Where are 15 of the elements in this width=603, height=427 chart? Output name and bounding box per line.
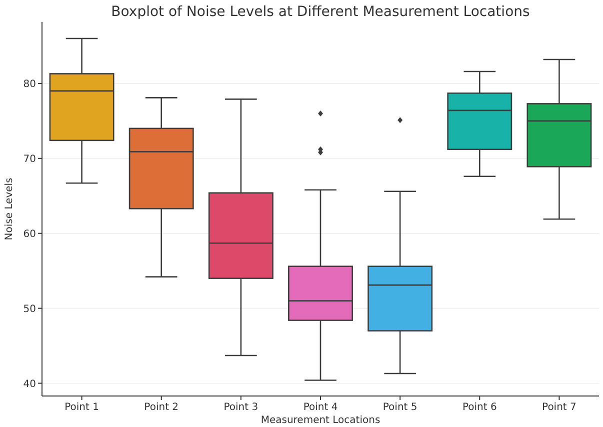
x-tick-label: Point 3 — [224, 402, 258, 413]
x-tick-label: Point 6 — [462, 402, 497, 413]
x-tick-label: Point 4 — [303, 402, 338, 413]
y-tick-label: 70 — [23, 154, 36, 165]
x-tick-label: Point 1 — [64, 402, 99, 413]
y-tick-label: 40 — [23, 378, 36, 390]
y-axis-title: Noise Levels — [4, 178, 15, 240]
chart-title: Boxplot of Noise Levels at Different Measurement Locations — [111, 4, 530, 20]
x-tick-label: Point 2 — [144, 402, 179, 413]
x-tick-label: Point 5 — [382, 402, 418, 413]
x-tick-label: Point 7 — [542, 402, 576, 413]
x-axis-title: Measurement Locations — [260, 415, 380, 426]
y-tick-label: 80 — [23, 78, 36, 90]
y-tick-label: 50 — [23, 304, 36, 315]
y-tick-label: 60 — [23, 228, 36, 240]
